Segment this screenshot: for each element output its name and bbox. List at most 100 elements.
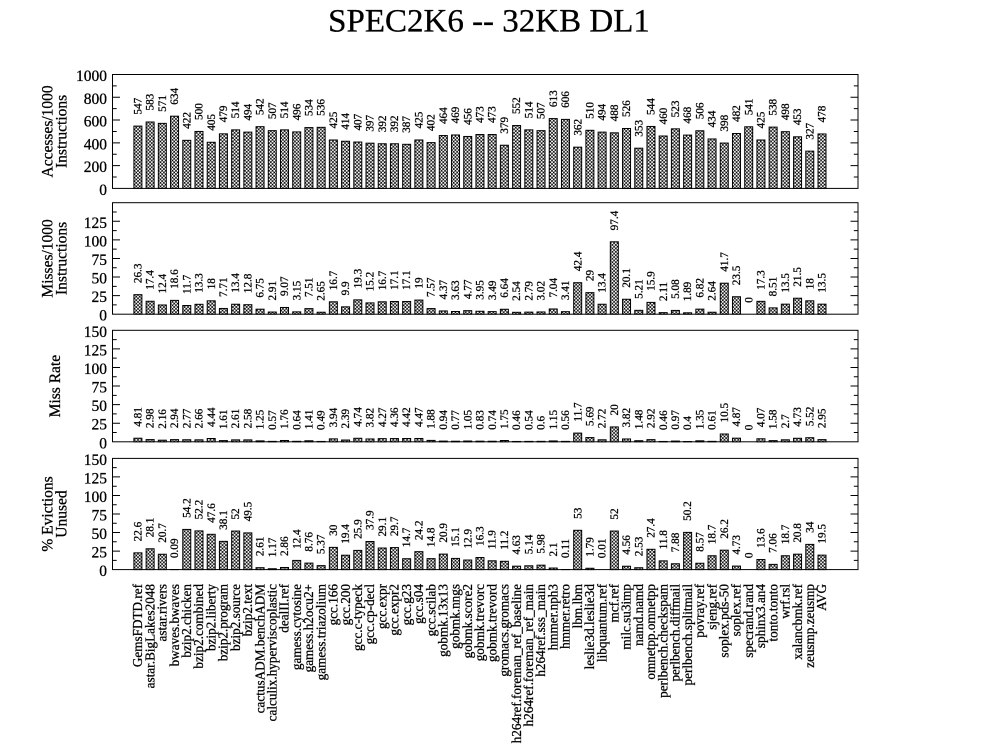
svg-text:0.74: 0.74 — [487, 410, 499, 430]
svg-text:6.75: 6.75 — [255, 278, 267, 298]
svg-text:362: 362 — [572, 119, 584, 136]
svg-text:5.69: 5.69 — [584, 406, 596, 426]
svg-text:18: 18 — [206, 278, 218, 290]
svg-text:perlbench.checkspam: perlbench.checkspam — [655, 583, 670, 698]
svg-text:Miss Rate: Miss Rate — [47, 355, 64, 418]
svg-text:38.1: 38.1 — [218, 510, 230, 530]
svg-text:gobmk.nngs: gobmk.nngs — [448, 584, 463, 649]
svg-text:hmmer.retro: hmmer.retro — [558, 584, 573, 649]
svg-text:21.5: 21.5 — [792, 267, 804, 287]
svg-text:lbm.lbm: lbm.lbm — [570, 583, 585, 628]
svg-text:479: 479 — [218, 105, 230, 122]
svg-text:397: 397 — [365, 114, 377, 131]
svg-text:0: 0 — [743, 297, 755, 303]
svg-text:37.9: 37.9 — [365, 510, 377, 530]
svg-text:0.94: 0.94 — [438, 410, 450, 430]
svg-text:26.2: 26.2 — [719, 519, 731, 539]
svg-text:496: 496 — [291, 103, 303, 120]
svg-text:494: 494 — [597, 103, 609, 120]
svg-text:bzip2.program: bzip2.program — [216, 583, 231, 661]
svg-text:41.7: 41.7 — [719, 252, 731, 272]
svg-text:150: 150 — [84, 324, 108, 341]
svg-text:1.79: 1.79 — [584, 537, 596, 557]
svg-text:4.44: 4.44 — [206, 407, 218, 427]
svg-text:50: 50 — [92, 271, 108, 288]
svg-text:8.51: 8.51 — [768, 277, 780, 297]
svg-text:2.61: 2.61 — [230, 409, 242, 429]
svg-text:zeusmp.zeusmp: zeusmp.zeusmp — [802, 584, 817, 668]
svg-text:Instructions: Instructions — [54, 222, 71, 295]
svg-text:552: 552 — [511, 97, 523, 114]
svg-text:468: 468 — [682, 106, 694, 123]
svg-text:gobmk.score2: gobmk.score2 — [460, 584, 475, 658]
svg-text:7.04: 7.04 — [548, 277, 560, 297]
svg-text:407: 407 — [352, 113, 364, 130]
svg-text:1.75: 1.75 — [499, 409, 511, 429]
svg-text:0.6: 0.6 — [536, 415, 548, 429]
svg-text:6.82: 6.82 — [694, 278, 706, 298]
svg-text:18: 18 — [804, 278, 816, 290]
svg-text:20.1: 20.1 — [621, 268, 633, 288]
svg-text:11.7: 11.7 — [572, 402, 584, 422]
svg-text:200: 200 — [84, 159, 108, 176]
svg-text:405: 405 — [206, 114, 218, 131]
svg-text:13.5: 13.5 — [780, 273, 792, 293]
svg-text:52: 52 — [609, 508, 621, 519]
svg-text:3.94: 3.94 — [328, 407, 340, 427]
svg-text:13.6: 13.6 — [756, 528, 768, 548]
svg-text:2.77: 2.77 — [181, 408, 193, 428]
svg-text:42.4: 42.4 — [572, 251, 584, 271]
svg-text:calculix.hyperviscoplastic: calculix.hyperviscoplastic — [264, 584, 279, 721]
svg-text:2.86: 2.86 — [279, 536, 291, 556]
svg-text:4.74: 4.74 — [352, 407, 364, 427]
svg-text:29: 29 — [584, 270, 596, 282]
svg-text:namd.namd: namd.namd — [631, 584, 646, 646]
svg-text:469: 469 — [450, 106, 462, 123]
svg-text:1.35: 1.35 — [694, 409, 706, 429]
svg-text:26.3: 26.3 — [133, 263, 145, 283]
svg-text:434: 434 — [707, 110, 719, 127]
svg-text:4.73: 4.73 — [792, 407, 804, 427]
svg-text:18.7: 18.7 — [707, 524, 719, 544]
svg-text:20.8: 20.8 — [792, 523, 804, 543]
svg-text:gcc.scilab: gcc.scilab — [423, 584, 438, 637]
svg-text:25: 25 — [92, 417, 108, 434]
svg-text:0: 0 — [743, 552, 755, 558]
svg-text:473: 473 — [475, 106, 487, 123]
svg-text:400: 400 — [84, 136, 108, 153]
svg-text:Accesses/1000: Accesses/1000 — [40, 85, 57, 177]
svg-text:514: 514 — [523, 101, 535, 118]
svg-text:1.41: 1.41 — [304, 410, 316, 430]
svg-text:3.49: 3.49 — [487, 280, 499, 300]
svg-text:1.76: 1.76 — [279, 409, 291, 429]
svg-text:soplex.ref: soplex.ref — [729, 583, 744, 636]
svg-text:19.3: 19.3 — [352, 268, 364, 288]
svg-text:536: 536 — [316, 99, 328, 116]
svg-text:125: 125 — [84, 470, 108, 487]
svg-text:544: 544 — [646, 98, 658, 115]
svg-text:gamess.triazolium: gamess.triazolium — [313, 583, 328, 680]
svg-text:150: 150 — [84, 452, 108, 469]
svg-text:AVG: AVG — [814, 584, 829, 611]
svg-text:4.27: 4.27 — [377, 407, 389, 427]
svg-text:5.14: 5.14 — [523, 534, 535, 554]
svg-text:7.51: 7.51 — [304, 278, 316, 298]
svg-text:11.9: 11.9 — [487, 530, 499, 550]
svg-text:547: 547 — [133, 97, 145, 114]
svg-text:4.37: 4.37 — [438, 279, 450, 299]
svg-text:17.1: 17.1 — [401, 270, 413, 290]
svg-text:9.9: 9.9 — [340, 281, 352, 295]
svg-text:2.92: 2.92 — [646, 409, 658, 429]
svg-text:h264ref.sss_main: h264ref.sss_main — [533, 584, 548, 677]
svg-text:0.46: 0.46 — [511, 410, 523, 430]
svg-text:425: 425 — [413, 111, 425, 128]
svg-text:398: 398 — [719, 114, 731, 131]
svg-text:specrand.rand: specrand.rand — [741, 584, 756, 658]
svg-text:bzip2.text: bzip2.text — [240, 584, 255, 637]
svg-text:425: 425 — [328, 111, 340, 128]
svg-text:0.56: 0.56 — [560, 410, 572, 430]
svg-text:16.7: 16.7 — [328, 270, 340, 290]
svg-text:2.39: 2.39 — [340, 409, 352, 429]
svg-text:456: 456 — [462, 108, 474, 125]
svg-text:4.07: 4.07 — [756, 407, 768, 427]
